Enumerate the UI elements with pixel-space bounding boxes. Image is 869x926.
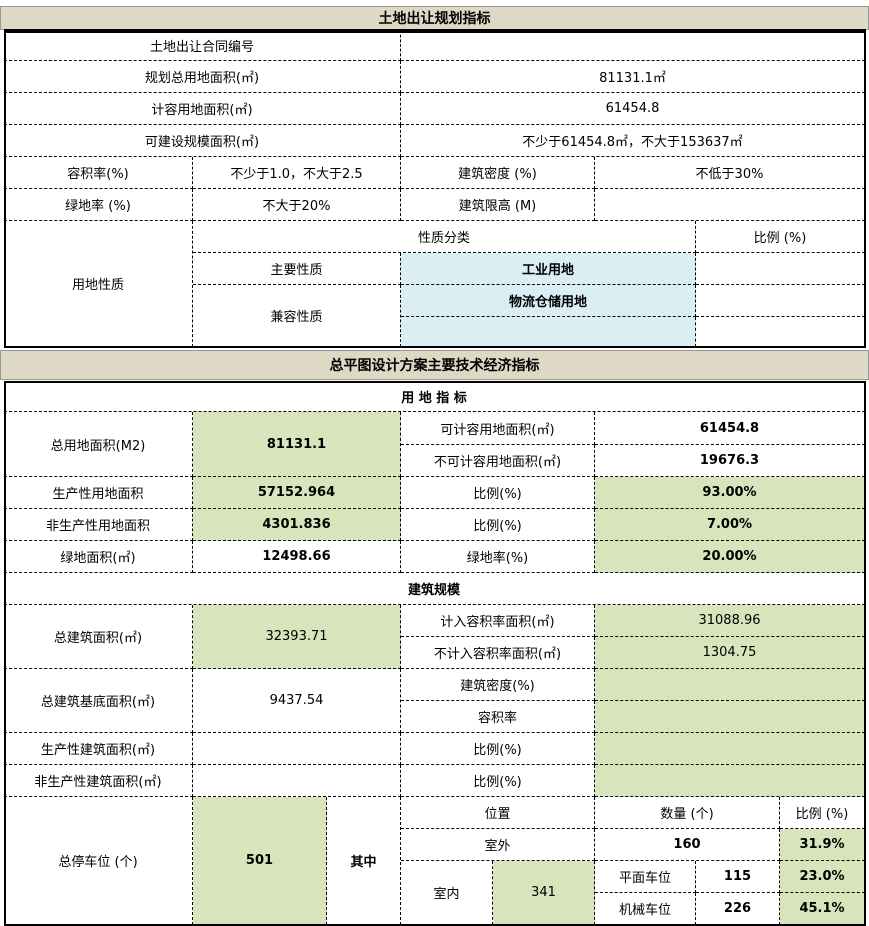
label-cell-plan-total-land-label[interactable]: 总用地面积(M2) (4, 412, 193, 477)
label-cell-plan-far-build-label[interactable]: 计入容积率面积(㎡) (401, 605, 595, 637)
label-cell-land-use-compat-label[interactable]: 兼容性质 (193, 285, 401, 347)
label-cell-plan-far-land-label[interactable]: 可计容用地面积(㎡) (401, 412, 595, 445)
value-cell-land-total-area-value[interactable]: 81131.1㎡ (401, 61, 865, 93)
value-cell-plan-far-build-value[interactable]: 31088.96 (595, 605, 865, 637)
value-cell-plan-parking-mechanical-ratio[interactable]: 45.1% (780, 893, 865, 925)
value-cell-plan-parking-value[interactable]: 501 (193, 797, 327, 925)
value-cell-plan-total-land-value[interactable]: 81131.1 (193, 412, 401, 477)
header-cell-land-use-category-header[interactable]: 性质分类 (193, 221, 696, 253)
label-cell-land-far-area-label[interactable]: 计容用地面积(㎡) (4, 93, 401, 125)
label-cell-plan-parking-indoor-label[interactable]: 室内 (401, 861, 493, 925)
label-cell-land-use-label[interactable]: 用地性质 (4, 221, 193, 347)
value-cell-land-far-area-value[interactable]: 61454.8 (401, 93, 865, 125)
value-cell-plan-green-land-ratio[interactable]: 20.00% (595, 541, 865, 573)
label-cell-plan-total-build-label[interactable]: 总建筑面积(㎡) (4, 605, 193, 669)
label-cell-land-build-scale-label[interactable]: 可建设规模面积(㎡) (4, 125, 401, 157)
value-cell-empty[interactable] (193, 733, 401, 765)
label-cell-plan-nonprod-build-ratio-label[interactable]: 比例(%) (401, 765, 595, 797)
value-cell-land-use-main-value[interactable]: 工业用地 (401, 253, 696, 285)
label-cell-plan-nonprod-land-ratio-label[interactable]: 比例(%) (401, 509, 595, 541)
label-cell-plan-parking-label[interactable]: 总停车位 (个) (4, 797, 193, 925)
section-title-cell-land-title[interactable]: 土地出让规划指标 (0, 6, 869, 30)
subsection-title-cell-plan-land-section[interactable]: 用 地 指 标 (4, 381, 865, 412)
value-cell-land-far-value[interactable]: 不少于1.0，不大于2.5 (193, 157, 401, 189)
value-cell-empty[interactable] (696, 253, 865, 285)
value-cell-plan-nonfar-build-value[interactable]: 1304.75 (595, 637, 865, 669)
value-cell-plan-far-land-value[interactable]: 61454.8 (595, 412, 865, 445)
label-cell-plan-prod-land-label[interactable]: 生产性用地面积 (4, 477, 193, 509)
label-cell-plan-nonfar-build-label[interactable]: 不计入容积率面积(㎡) (401, 637, 595, 669)
value-cell-plan-parking-outdoor-ratio[interactable]: 31.9% (780, 829, 865, 861)
thick-divider (4, 29, 866, 33)
label-cell-plan-green-land-label[interactable]: 绿地面积(㎡) (4, 541, 193, 573)
label-cell-plan-parking-outdoor-label[interactable]: 室外 (401, 829, 595, 861)
value-cell-land-build-scale-value[interactable]: 不少于61454.8㎡，不大于153637㎡ (401, 125, 865, 157)
value-cell-land-height-value[interactable] (595, 189, 865, 221)
label-cell-plan-footprint-density-label[interactable]: 建筑密度(%) (401, 669, 595, 701)
value-cell-plan-prod-land-ratio[interactable]: 93.00% (595, 477, 865, 509)
value-cell-plan-parking-mechanical-qty[interactable]: 226 (696, 893, 780, 925)
value-cell-plan-parking-outdoor-qty[interactable]: 160 (595, 829, 780, 861)
label-cell-plan-prod-build-label[interactable]: 生产性建筑面积(㎡) (4, 733, 193, 765)
label-cell-plan-footprint-far-label[interactable]: 容积率 (401, 701, 595, 733)
label-cell-plan-prod-build-ratio-label[interactable]: 比例(%) (401, 733, 595, 765)
label-cell-plan-parking-mechanical-label[interactable]: 机械车位 (595, 893, 696, 925)
value-cell-empty[interactable] (696, 285, 865, 317)
label-cell-plan-footprint-label[interactable]: 总建筑基底面积(㎡) (4, 669, 193, 733)
label-cell-plan-parking-of-which[interactable]: 其中 (327, 797, 401, 925)
value-cell-land-density-value[interactable]: 不低于30% (595, 157, 865, 189)
label-cell-plan-green-land-ratio-label[interactable]: 绿地率(%) (401, 541, 595, 573)
label-cell-land-far-label[interactable]: 容积率(%) (4, 157, 193, 189)
value-cell-plan-nonprod-land-ratio[interactable]: 7.00% (595, 509, 865, 541)
value-cell-plan-total-build-value[interactable]: 32393.71 (193, 605, 401, 669)
subsection-title-cell-plan-build-section[interactable]: 建筑规模 (4, 573, 865, 605)
value-cell-plan-footprint-value[interactable]: 9437.54 (193, 669, 401, 733)
value-cell-land-contract-no-value[interactable] (401, 30, 865, 61)
value-cell-empty[interactable] (595, 669, 865, 701)
value-cell-plan-parking-surface-ratio[interactable]: 23.0% (780, 861, 865, 893)
value-cell-plan-prod-land-value[interactable]: 57152.964 (193, 477, 401, 509)
label-cell-land-total-area-label[interactable]: 规划总用地面积(㎡) (4, 61, 401, 93)
label-cell-plan-nonprod-land-label[interactable]: 非生产性用地面积 (4, 509, 193, 541)
label-cell-land-density-label[interactable]: 建筑密度 (%) (401, 157, 595, 189)
value-cell-empty[interactable] (401, 317, 696, 347)
header-cell-plan-parking-qty-header[interactable]: 数量 (个) (595, 797, 780, 829)
value-cell-plan-parking-surface-qty[interactable]: 115 (696, 861, 780, 893)
value-cell-empty[interactable] (595, 765, 865, 797)
header-cell-plan-parking-pos-header[interactable]: 位置 (401, 797, 595, 829)
value-cell-plan-nonfar-land-value[interactable]: 19676.3 (595, 445, 865, 477)
value-cell-empty[interactable] (193, 765, 401, 797)
value-cell-empty[interactable] (595, 733, 865, 765)
label-cell-land-height-label[interactable]: 建筑限高 (M) (401, 189, 595, 221)
value-cell-empty[interactable] (696, 317, 865, 347)
label-cell-plan-nonprod-build-label[interactable]: 非生产性建筑面积(㎡) (4, 765, 193, 797)
label-cell-land-green-label[interactable]: 绿地率 (%) (4, 189, 193, 221)
label-cell-land-contract-no-label[interactable]: 土地出让合同编号 (4, 30, 401, 61)
value-cell-land-green-value[interactable]: 不大于20% (193, 189, 401, 221)
header-cell-land-use-ratio-header[interactable]: 比例 (%) (696, 221, 865, 253)
value-cell-empty[interactable] (595, 701, 865, 733)
label-cell-land-use-main-label[interactable]: 主要性质 (193, 253, 401, 285)
value-cell-plan-green-land-value[interactable]: 12498.66 (193, 541, 401, 573)
header-cell-plan-parking-ratio-header[interactable]: 比例 (%) (780, 797, 865, 829)
section-title-cell-plan-title[interactable]: 总平图设计方案主要技术经济指标 (0, 350, 869, 380)
label-cell-plan-parking-surface-label[interactable]: 平面车位 (595, 861, 696, 893)
label-cell-plan-prod-land-ratio-label[interactable]: 比例(%) (401, 477, 595, 509)
value-cell-land-use-compat-value[interactable]: 物流仓储用地 (401, 285, 696, 317)
value-cell-plan-nonprod-land-value[interactable]: 4301.836 (193, 509, 401, 541)
value-cell-plan-parking-indoor-qty[interactable]: 341 (493, 861, 595, 925)
label-cell-plan-nonfar-land-label[interactable]: 不可计容用地面积(㎡) (401, 445, 595, 477)
